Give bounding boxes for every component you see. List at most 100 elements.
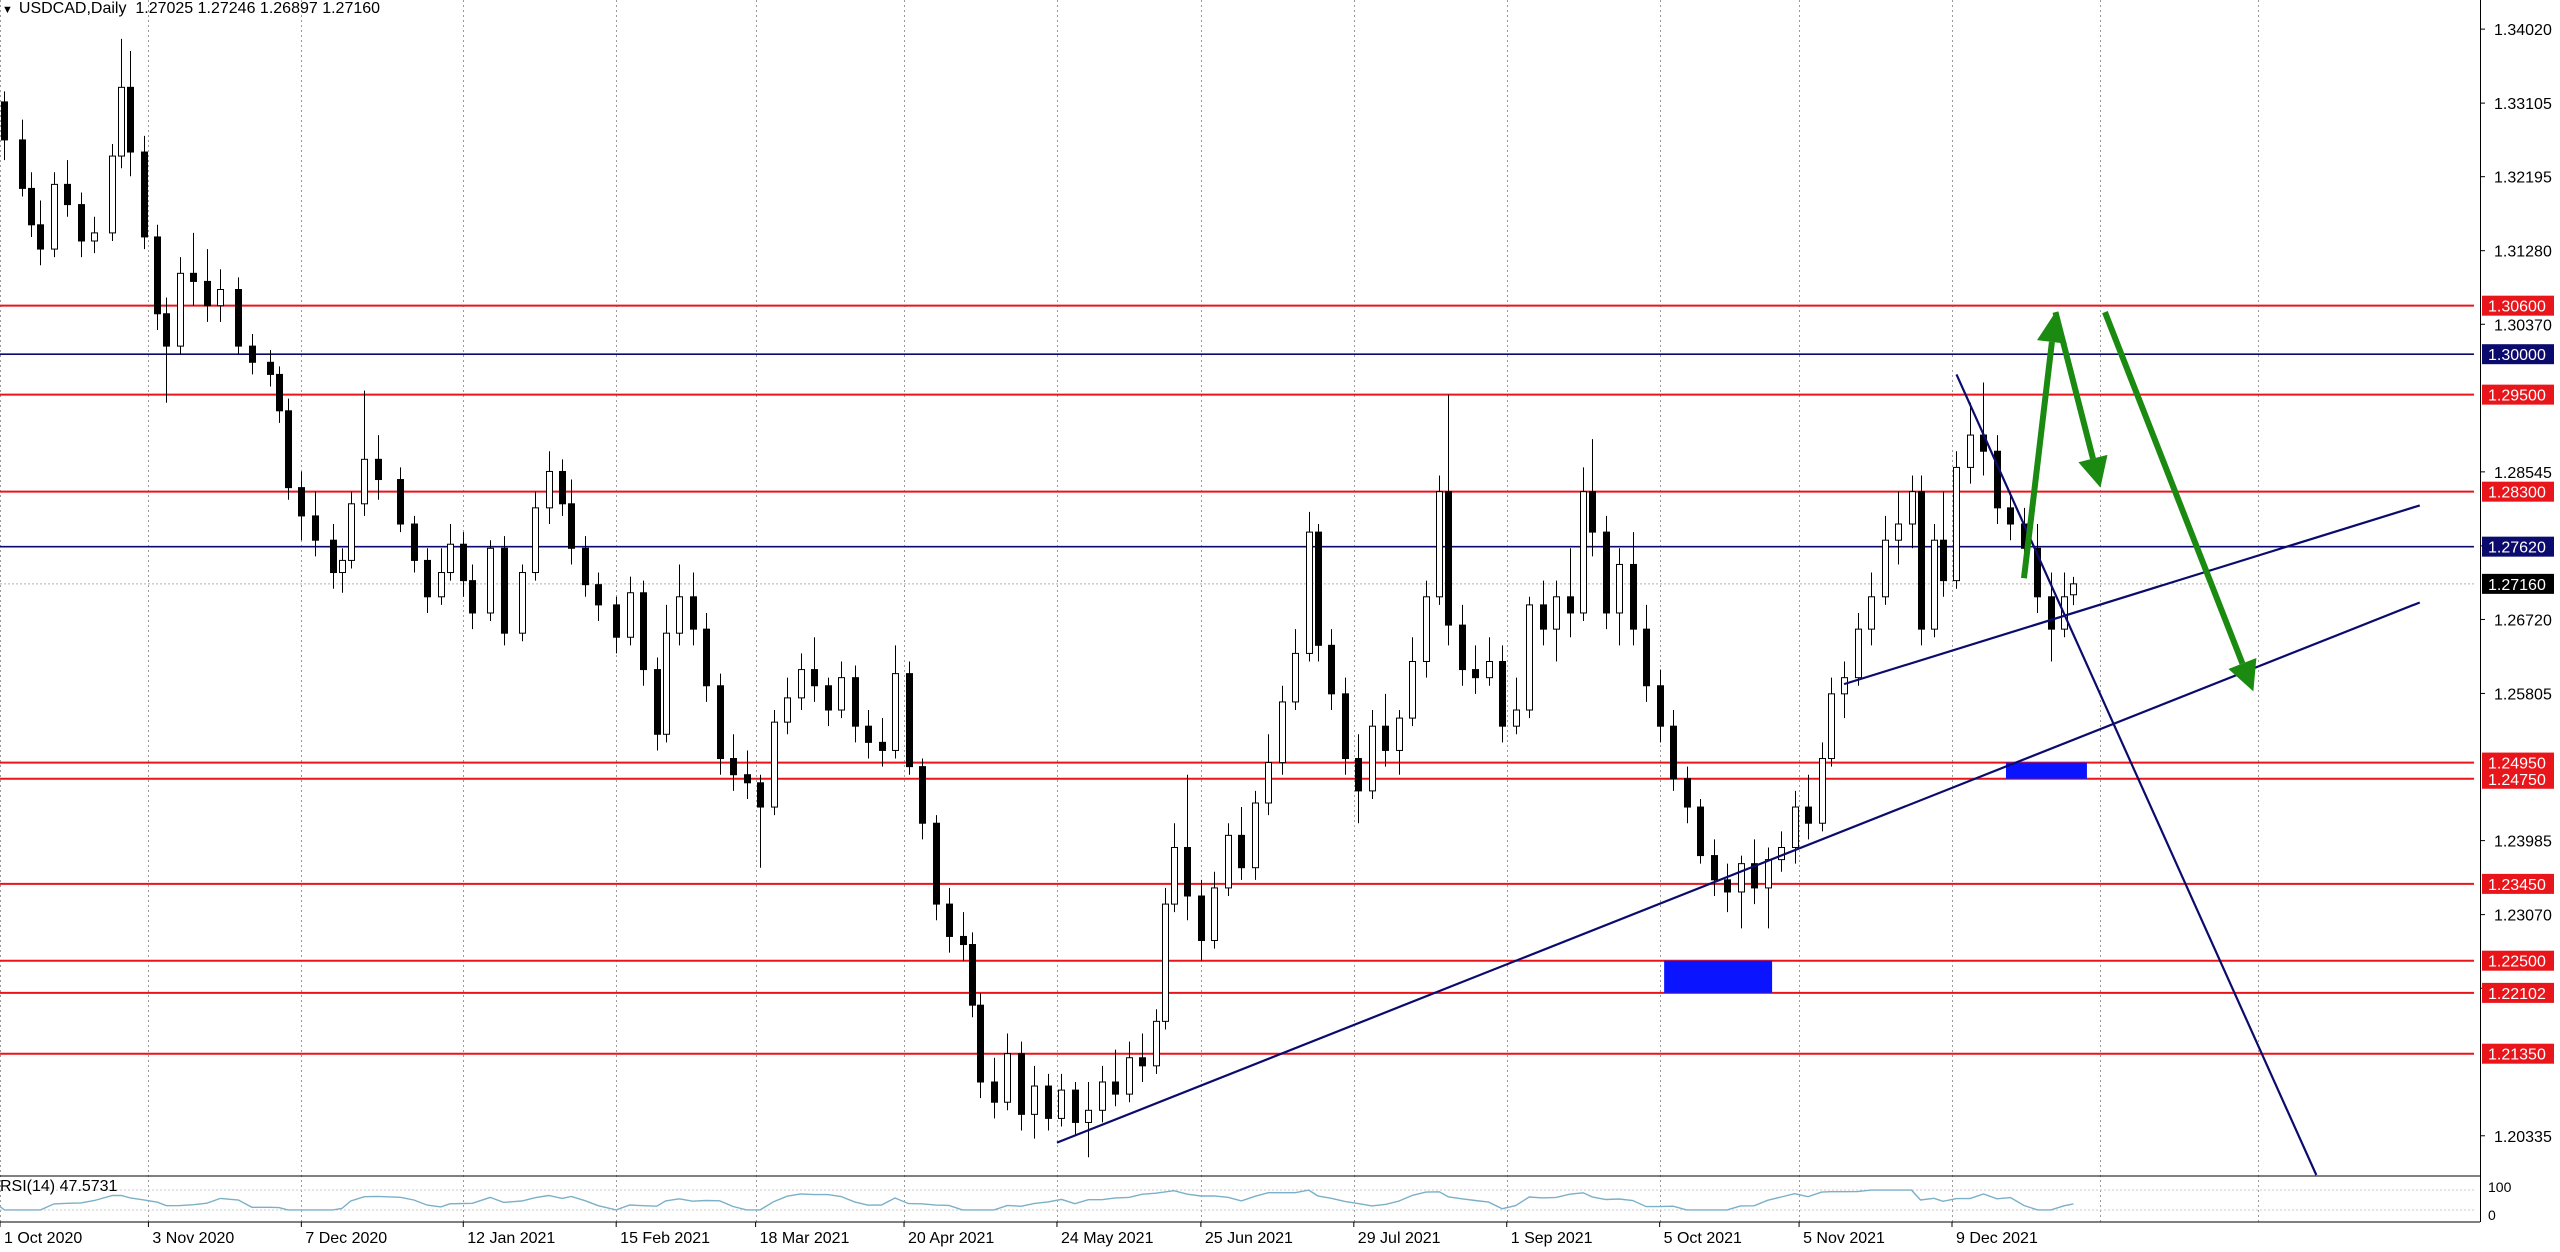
candle: [177, 257, 184, 355]
level-label: 1.30000: [2488, 347, 2546, 364]
candle: [154, 224, 161, 330]
candle-body: [1162, 903, 1169, 1022]
candle-body: [730, 758, 737, 776]
arrow-shaft: [2020, 341, 2055, 579]
y-tick-label: 1.23070: [2494, 908, 2552, 925]
candle: [276, 366, 283, 423]
candle-body: [1292, 652, 1299, 703]
candle-body: [501, 547, 508, 634]
candle-body: [51, 183, 58, 250]
candle: [28, 172, 35, 237]
arrow-shaft: [2102, 311, 2246, 665]
candle-body: [78, 204, 85, 242]
candle: [190, 232, 197, 306]
candle-body: [1423, 596, 1430, 662]
x-tick-label: 5 Oct 2021: [1664, 1230, 1742, 1247]
candle: [1099, 1065, 1106, 1123]
candle-body: [1355, 758, 1362, 792]
candle: [348, 491, 355, 569]
rsi-axis-max: 100: [2488, 1179, 2512, 1195]
candle: [1486, 637, 1493, 686]
candle: [1085, 1082, 1092, 1158]
candle: [1616, 548, 1623, 646]
candle: [1684, 766, 1691, 824]
candle: [991, 1057, 998, 1119]
candle-body: [375, 458, 382, 481]
candle: [487, 540, 494, 622]
candle: [595, 572, 602, 622]
x-tick-label: 25 Jun 2021: [1205, 1230, 1293, 1247]
trendline: [1955, 373, 2318, 1176]
candle-body: [267, 361, 274, 375]
candle-body: [991, 1081, 998, 1103]
candle: [892, 645, 899, 759]
candle: [1238, 807, 1245, 880]
candle: [1940, 491, 1947, 597]
candle-body: [1382, 725, 1389, 751]
candle: [663, 604, 670, 743]
candle-body: [37, 224, 44, 250]
candle: [519, 564, 526, 642]
candle: [361, 390, 368, 516]
candle-body: [487, 547, 494, 614]
candle-body: [1792, 806, 1799, 848]
candlesticks: [1, 38, 2077, 1158]
candle: [977, 993, 984, 1099]
candle: [1369, 710, 1376, 799]
dropdown-triangle-icon[interactable]: ▼: [2, 4, 13, 16]
candle-body: [825, 685, 832, 711]
candle: [447, 524, 454, 581]
candle: [1841, 661, 1848, 719]
candle-body: [469, 580, 476, 614]
candle: [312, 491, 319, 557]
candle: [1895, 491, 1902, 565]
candle-body: [1711, 855, 1718, 881]
candle-body: [118, 86, 125, 157]
candle: [1931, 524, 1938, 638]
candle: [1382, 693, 1389, 767]
candle: [411, 515, 418, 573]
candle: [613, 596, 620, 654]
candle: [838, 661, 845, 719]
candle-body: [298, 487, 305, 517]
level-label-bg: [2482, 536, 2554, 557]
candle-body: [1868, 596, 1875, 630]
candle: [654, 657, 661, 751]
candle-body: [532, 507, 539, 574]
price-label-bg: [2482, 573, 2554, 594]
candle-body: [969, 944, 976, 1006]
candle-body: [582, 547, 589, 586]
candle-body: [717, 685, 724, 760]
candle-body: [703, 628, 710, 687]
candle: [1567, 548, 1574, 638]
candle-body: [285, 410, 292, 489]
candle-body: [865, 725, 872, 743]
candle-body: [1616, 563, 1623, 614]
candle-body: [1828, 693, 1835, 760]
candle: [559, 459, 566, 516]
candle: [424, 548, 431, 613]
ohlc-values: 1.27025 1.27246 1.26897 1.27160: [135, 0, 381, 17]
candle: [730, 734, 737, 791]
candle-body: [28, 187, 35, 226]
candle-body: [339, 559, 346, 574]
candle-body: [1819, 758, 1826, 824]
candle: [1526, 596, 1533, 719]
candle: [1724, 863, 1731, 913]
candle-body: [879, 741, 886, 751]
candle: [1211, 871, 1218, 949]
candle: [501, 536, 508, 646]
candle: [2007, 491, 2014, 541]
candle-body: [249, 345, 256, 363]
x-tick-label: 18 Mar 2021: [760, 1230, 850, 1247]
candle: [1819, 742, 1826, 832]
candle-body: [1670, 725, 1677, 780]
candle-body: [906, 673, 913, 768]
rsi-pane: [0, 1175, 2480, 1223]
green-arrow: [2052, 311, 2108, 488]
candle-body: [424, 559, 431, 598]
candle-body: [1099, 1081, 1106, 1111]
candle: [1589, 439, 1596, 557]
y-tick-label: 1.23985: [2494, 834, 2552, 851]
